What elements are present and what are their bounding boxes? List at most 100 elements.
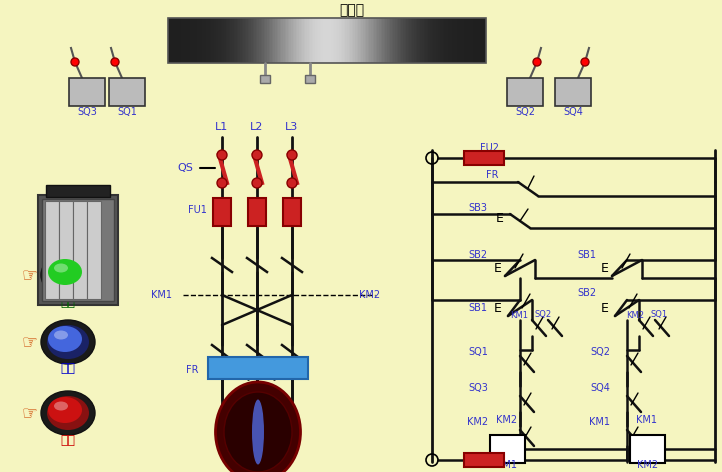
Text: 停止: 停止 xyxy=(61,433,76,447)
Bar xyxy=(216,18,217,63)
Text: SQ4: SQ4 xyxy=(563,107,583,117)
Bar xyxy=(308,18,310,63)
Bar xyxy=(197,18,199,63)
Text: KM2: KM2 xyxy=(360,290,380,300)
Bar xyxy=(192,18,193,63)
Bar xyxy=(339,18,341,63)
Bar xyxy=(303,18,304,63)
Bar xyxy=(370,18,371,63)
Bar xyxy=(248,198,266,226)
Bar xyxy=(375,18,378,63)
Bar xyxy=(42,199,114,301)
Bar xyxy=(237,18,238,63)
Bar xyxy=(321,18,323,63)
Bar xyxy=(284,18,286,63)
Text: FU1: FU1 xyxy=(188,205,206,215)
Bar xyxy=(441,18,443,63)
Bar xyxy=(325,18,326,63)
Text: SB1: SB1 xyxy=(469,303,487,313)
Bar xyxy=(445,18,446,63)
Text: SQ1: SQ1 xyxy=(117,107,137,117)
Text: L1: L1 xyxy=(215,122,229,132)
Bar xyxy=(345,18,347,63)
Bar xyxy=(230,18,232,63)
Bar xyxy=(274,18,275,63)
Bar xyxy=(412,18,414,63)
Circle shape xyxy=(287,178,297,188)
Text: KM2: KM2 xyxy=(497,415,518,425)
Bar xyxy=(365,18,366,63)
Bar xyxy=(470,18,471,63)
Bar xyxy=(297,18,299,63)
Bar xyxy=(262,18,264,63)
Bar xyxy=(331,18,333,63)
Bar xyxy=(200,18,201,63)
Bar xyxy=(630,435,665,463)
Bar xyxy=(203,18,205,63)
Bar xyxy=(221,18,222,63)
Text: KM1: KM1 xyxy=(589,417,611,427)
Bar xyxy=(419,18,420,63)
Bar xyxy=(555,78,591,106)
Bar xyxy=(357,18,358,63)
Bar xyxy=(329,18,331,63)
Bar xyxy=(277,18,278,63)
Bar xyxy=(193,18,195,63)
Bar xyxy=(280,18,282,63)
Text: SQ1: SQ1 xyxy=(468,347,488,357)
Bar xyxy=(336,18,337,63)
Bar xyxy=(208,18,209,63)
Bar xyxy=(433,18,435,63)
Bar xyxy=(300,18,303,63)
Ellipse shape xyxy=(48,326,82,352)
Bar xyxy=(383,18,386,63)
Text: SB1: SB1 xyxy=(578,250,596,260)
Bar xyxy=(296,18,297,63)
Bar xyxy=(379,18,380,63)
Bar xyxy=(420,18,422,63)
Bar xyxy=(386,18,387,63)
Bar xyxy=(188,18,191,63)
Text: ☞: ☞ xyxy=(22,333,38,351)
Bar xyxy=(256,18,258,63)
Bar xyxy=(87,201,101,299)
Bar xyxy=(477,18,478,63)
Bar xyxy=(213,198,231,226)
Bar xyxy=(245,18,246,63)
Bar xyxy=(267,18,269,63)
Text: SQ2: SQ2 xyxy=(534,311,552,320)
Text: 电源: 电源 xyxy=(58,231,72,244)
Bar xyxy=(401,18,403,63)
Bar xyxy=(446,18,448,63)
Bar xyxy=(278,18,280,63)
Bar xyxy=(465,18,467,63)
Bar xyxy=(222,18,224,63)
Bar xyxy=(283,18,284,63)
Bar xyxy=(288,18,290,63)
Bar xyxy=(180,18,183,63)
Bar xyxy=(170,18,171,63)
Bar xyxy=(414,18,416,63)
Bar xyxy=(507,78,543,106)
Text: SQ2: SQ2 xyxy=(515,107,535,117)
Bar xyxy=(195,18,197,63)
Bar xyxy=(355,18,357,63)
Text: ☞: ☞ xyxy=(22,266,38,284)
Bar xyxy=(229,18,230,63)
Bar xyxy=(240,18,241,63)
Bar xyxy=(213,18,214,63)
Bar xyxy=(464,151,504,165)
Bar xyxy=(168,18,486,63)
Bar xyxy=(225,18,227,63)
Bar xyxy=(484,18,486,63)
Bar xyxy=(409,18,411,63)
Bar xyxy=(253,18,254,63)
Ellipse shape xyxy=(48,397,82,423)
Bar xyxy=(272,18,274,63)
Ellipse shape xyxy=(47,258,89,292)
Bar xyxy=(395,18,396,63)
Text: SB3: SB3 xyxy=(469,203,487,213)
Circle shape xyxy=(111,58,119,66)
Bar xyxy=(342,18,344,63)
Bar xyxy=(428,18,430,63)
